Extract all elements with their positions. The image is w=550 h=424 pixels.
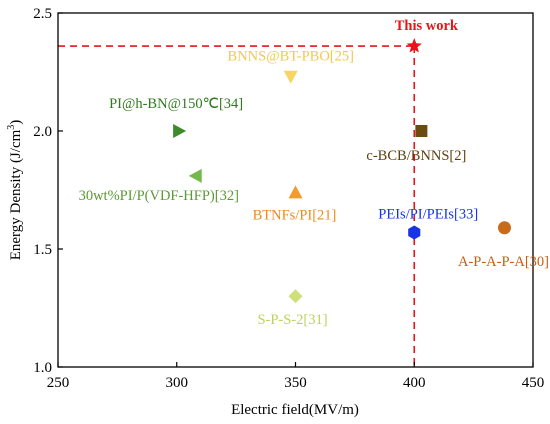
axis-ticks: 250 300 350 400 450 1.0 1.5 2.0 2.5 (33, 6, 544, 391)
data-point-diamond (288, 289, 303, 304)
y-tick-label: 1.0 (33, 360, 52, 376)
data-point-triangle-up (288, 185, 303, 199)
x-tick-label: 300 (166, 375, 189, 391)
data-point-triangle-down (283, 70, 298, 84)
data-point-label: PI@h-BN@150℃[34] (109, 96, 243, 112)
y-tick-label: 1.5 (33, 242, 52, 258)
x-tick-label: 400 (403, 375, 426, 391)
x-axis-title: Electric field(MV/m) (231, 402, 359, 418)
data-point-label: S-P-S-2[31] (257, 312, 327, 328)
data-point-label: c-BCB/BNNS[2] (366, 148, 466, 164)
point-labels: This work BNNS@BT-PBO[25] PI@h-BN@150℃[34]… (79, 18, 549, 328)
data-point-hexagon (408, 225, 421, 240)
x-tick-label: 450 (522, 375, 545, 391)
y-axis-title: Energy Density (J/cm3) (6, 120, 24, 261)
data-point-label: A-P-A-P-A[30] (458, 254, 549, 270)
data-points (173, 38, 511, 304)
data-point-label: This work (395, 18, 459, 34)
data-point-square (415, 125, 428, 137)
data-point-label: BNNS@BT-PBO[25] (228, 49, 354, 65)
x-tick-label: 250 (47, 375, 70, 391)
y-tick-label: 2.0 (33, 124, 52, 140)
data-point-star (406, 38, 422, 53)
y-tick-label: 2.5 (33, 6, 52, 22)
x-tick-label: 350 (284, 375, 307, 391)
data-point-triangle-right (173, 124, 187, 138)
y-axis-title-text: Energy Density (J/cm (8, 129, 24, 260)
reference-lines (58, 45, 416, 367)
data-point-triangle-left (188, 168, 202, 183)
y-axis-title-superscript: 3 (6, 125, 17, 130)
y-axis-title-close: ) (8, 120, 24, 125)
data-point-label: PEIs/PI/PEIs[33] (378, 206, 478, 222)
data-point-label: BTNFs/PI[21] (253, 207, 337, 223)
data-point-label: 30wt%PI/P(VDF-HFP)[32] (79, 188, 239, 204)
data-point-circle (498, 221, 511, 235)
